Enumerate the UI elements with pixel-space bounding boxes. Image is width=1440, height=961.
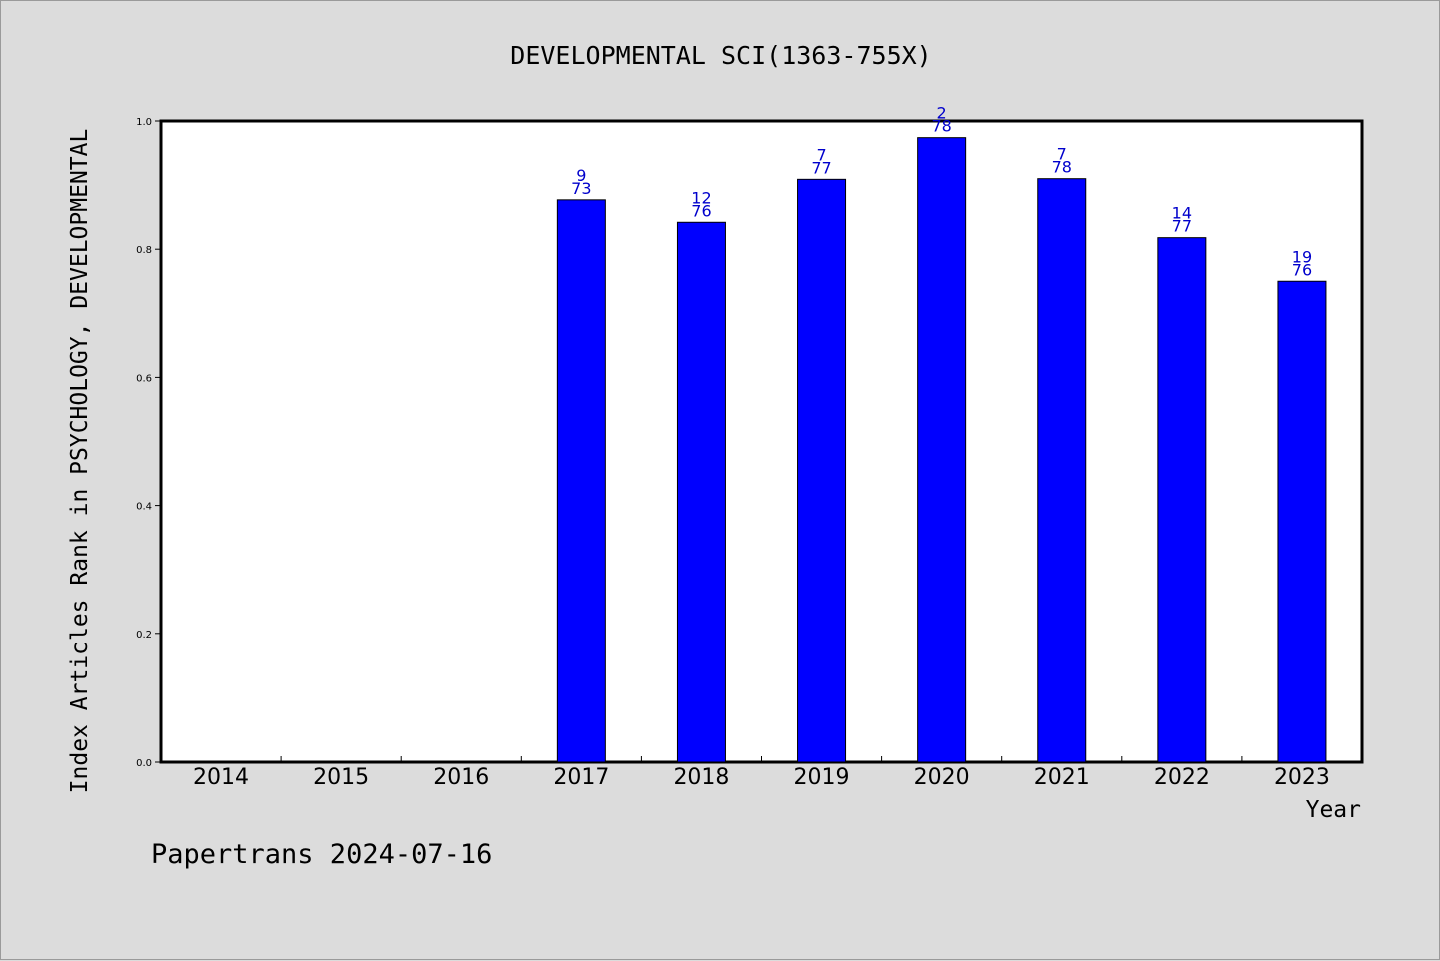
x-tick-label: 2022 <box>1154 765 1210 790</box>
bar <box>1157 237 1207 763</box>
x-tick-label: 2021 <box>1034 765 1090 790</box>
x-axis-label: Year <box>1306 797 1361 823</box>
bar-label-total: 78 <box>931 117 951 136</box>
bar-label-rank: 12 <box>691 188 711 207</box>
bar-label-rank: 14 <box>1172 204 1192 223</box>
bar-label-total: 73 <box>571 179 591 198</box>
bar-label-rank: 9 <box>576 166 586 185</box>
y-tick-label: 1.0 <box>136 117 152 128</box>
y-axis-label: Index Articles Rank in PSYCHOLOGY, DEVEL… <box>67 129 93 794</box>
bar-series <box>556 137 1327 763</box>
y-tick-label: 0.4 <box>136 502 152 513</box>
x-tick-label: 2015 <box>313 765 369 790</box>
bar-label-total: 77 <box>1172 217 1192 236</box>
footer-credit: Papertrans 2024-07-16 <box>151 839 492 870</box>
x-tick-label: 2020 <box>914 765 970 790</box>
bar-label-total: 76 <box>691 201 711 220</box>
bar-label-rank: 19 <box>1292 247 1312 266</box>
y-tick-label: 0.2 <box>136 630 152 641</box>
bar <box>917 137 967 763</box>
x-tick-label: 2014 <box>193 765 249 790</box>
y-axis: 0.0 0.2 0.4 0.6 0.8 1.0 <box>136 117 161 769</box>
bar <box>676 221 726 763</box>
bar-label-rank: 2 <box>937 104 947 123</box>
bar-label-total: 78 <box>1052 158 1072 177</box>
y-tick-label: 0.8 <box>136 245 152 256</box>
bar <box>1037 178 1087 763</box>
x-axis: 2014 2015 2016 2017 2018 2019 2020 2021 2022 2023 <box>193 756 1330 790</box>
bar <box>1277 280 1327 763</box>
bar-label-rank: 7 <box>816 145 826 164</box>
x-tick-label: 2023 <box>1274 765 1330 790</box>
y-tick-label: 0.0 <box>136 758 152 769</box>
x-tick-label: 2019 <box>794 765 850 790</box>
x-tick-label: 2018 <box>673 765 729 790</box>
x-tick-label: 2016 <box>433 765 489 790</box>
bar <box>797 178 847 763</box>
bar-label-total: 77 <box>811 158 831 177</box>
bar <box>556 199 606 763</box>
chart-title: DEVELOPMENTAL SCI(1363-755X) <box>510 41 931 70</box>
bar-label-rank: 7 <box>1057 145 1067 164</box>
y-tick-label: 0.6 <box>136 373 152 384</box>
bar-label-total: 76 <box>1292 260 1312 279</box>
x-tick-label: 2017 <box>553 765 609 790</box>
